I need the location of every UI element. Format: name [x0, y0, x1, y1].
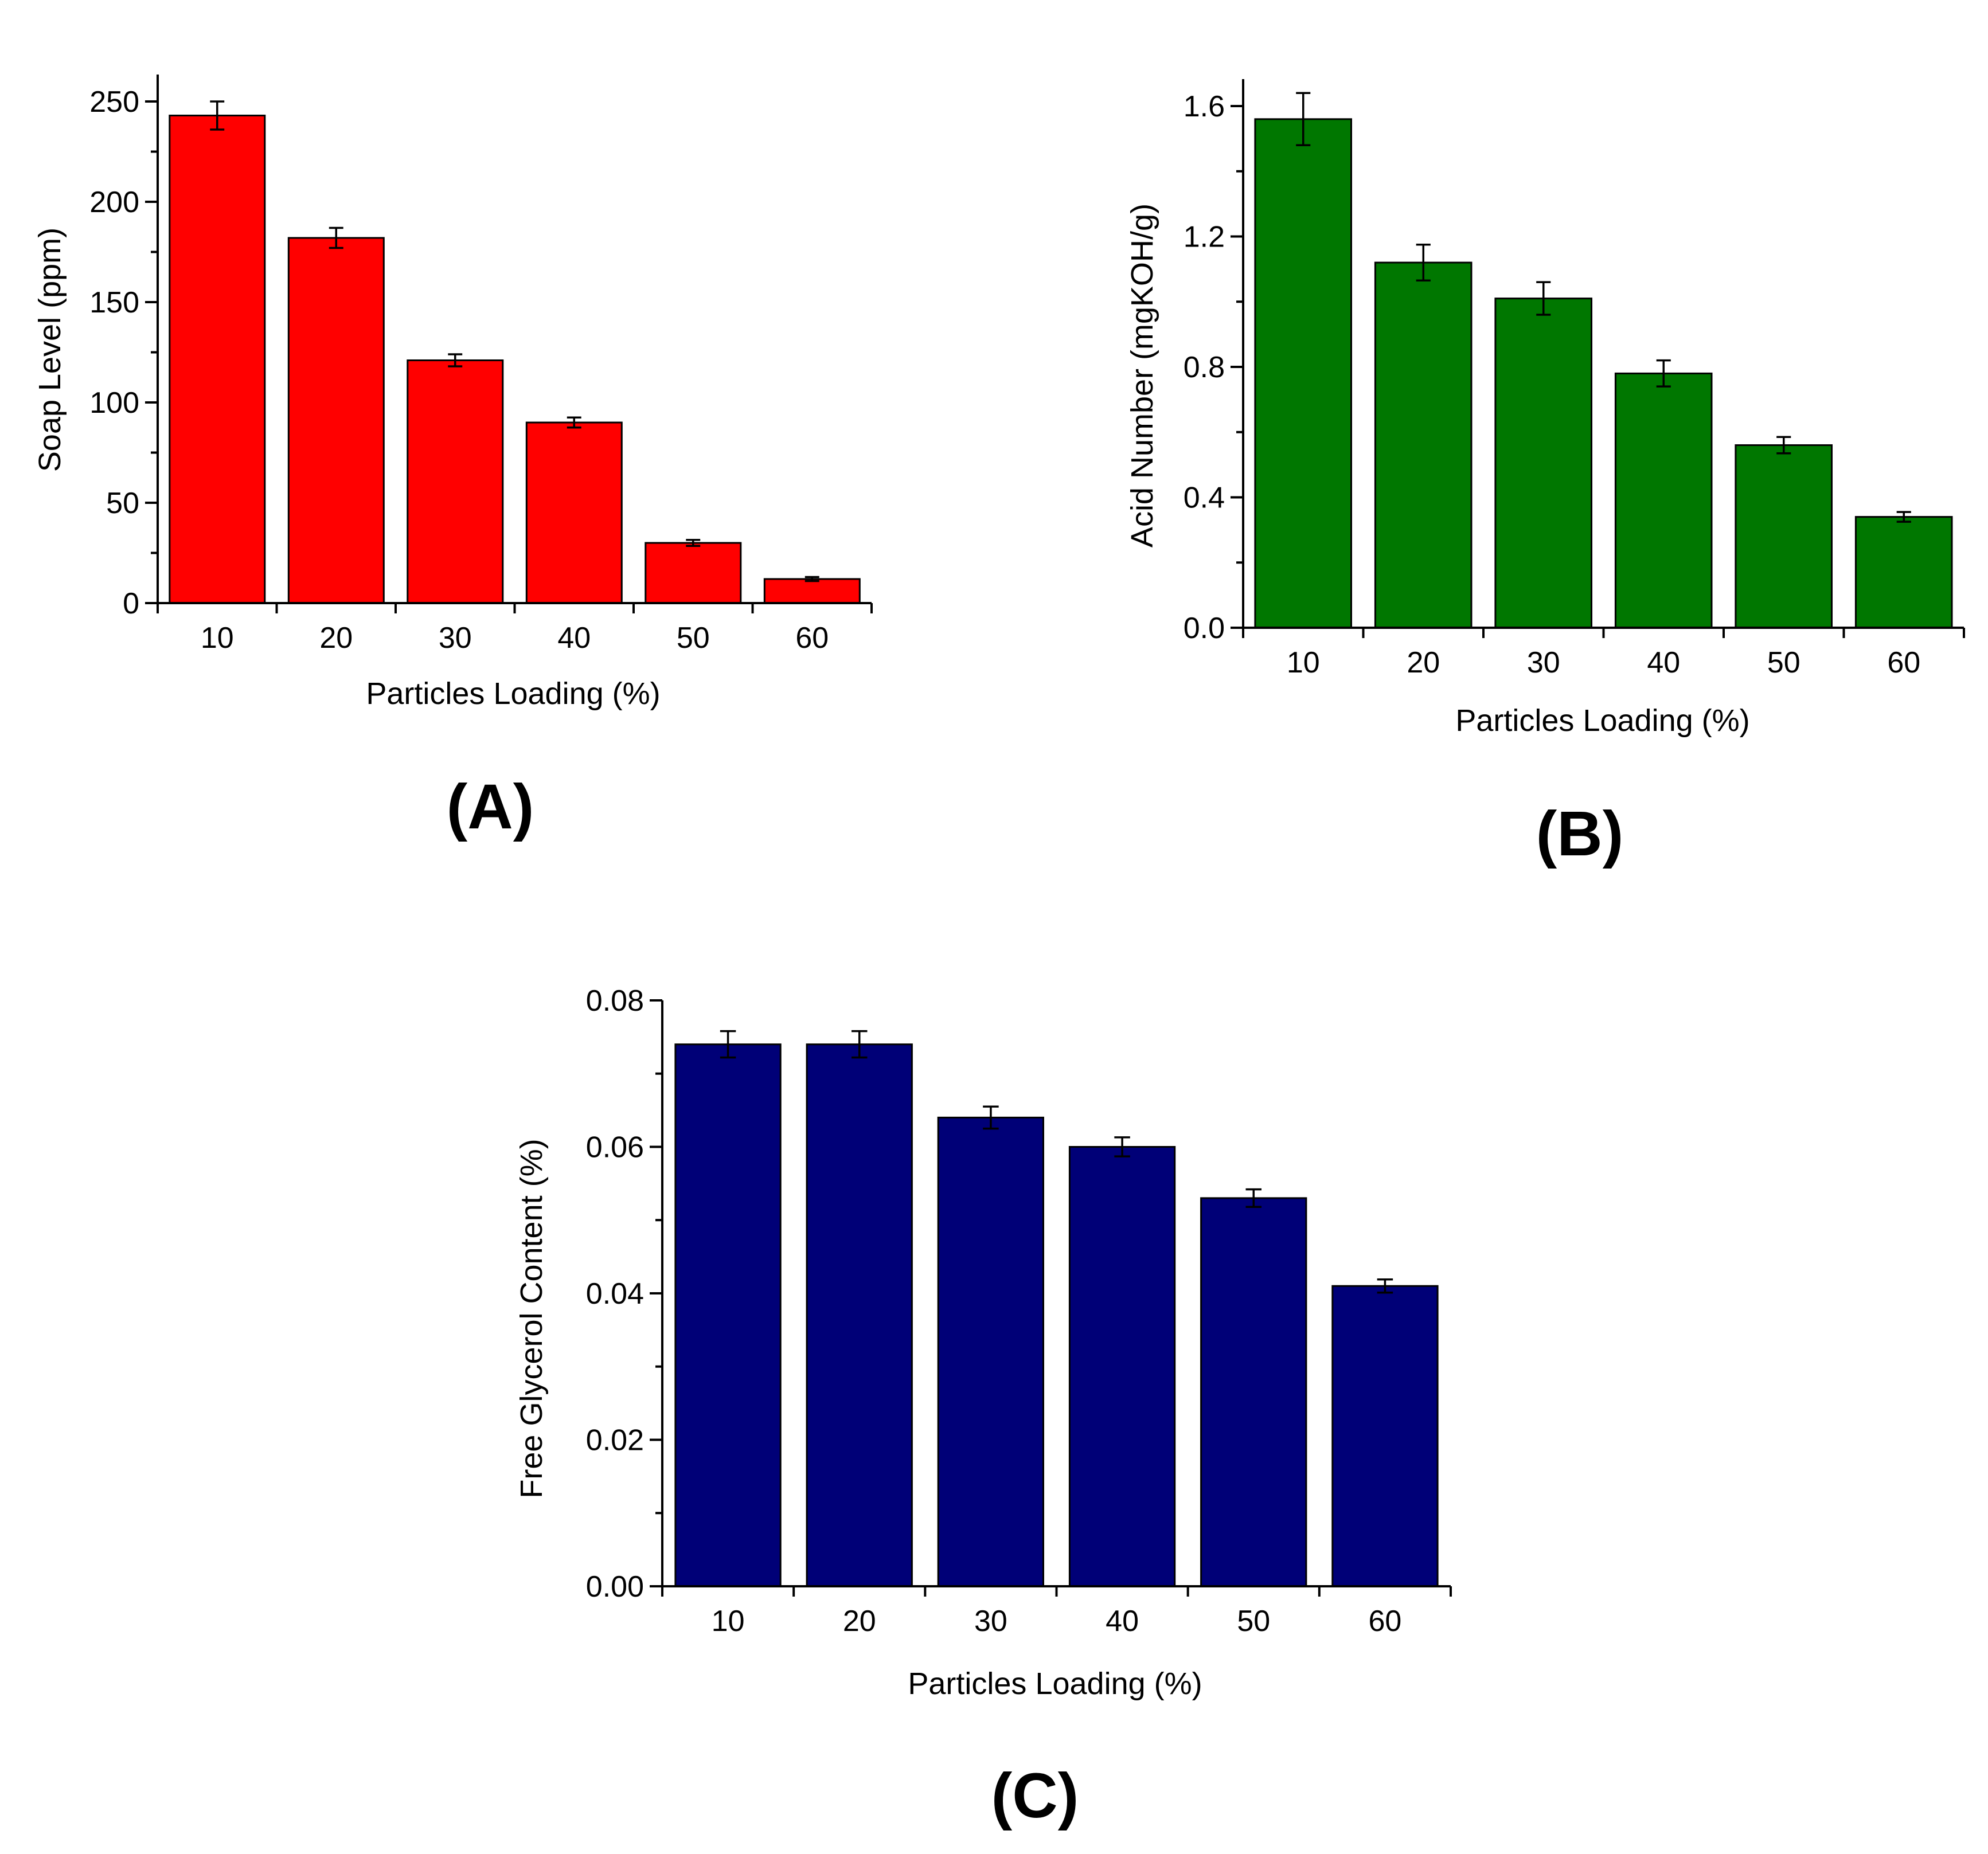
panel-a-label: (A): [447, 772, 534, 842]
panel-a-x-tick-label-10: 10: [201, 621, 234, 655]
panel-b-acid-number-chart: 0.0 0.4 0.8 1.2 1.6 10 20 30 40 50 60 Particles Lo…: [1125, 79, 1965, 869]
panel-a-y-tick-label: 250: [89, 85, 139, 119]
panel-b-x-tick-label-10: 10: [1287, 646, 1320, 679]
panel-b-error-bar-50: [1776, 436, 1791, 455]
panel-c-y-tick-label: 0.02: [586, 1424, 644, 1457]
panel-c-bar-40: [1068, 1146, 1176, 1587]
panel-a-x-tick-label-50: 50: [677, 621, 710, 655]
panel-b-y-tick-label: 0.8: [1184, 351, 1225, 384]
panel-c-y-tick-label: 0.00: [586, 1570, 644, 1603]
panel-c-error-bar-50: [1245, 1188, 1261, 1208]
panel-a-x-axis-label: Particles Loading (%): [366, 676, 660, 711]
panel-b-y-tick-label: 0.0: [1184, 612, 1225, 645]
panel-b-y-tick-label: 1.6: [1184, 90, 1225, 123]
panel-b-label: (B): [1536, 799, 1624, 869]
panel-a-error-bar-30: [448, 353, 463, 367]
panel-b-error-bar-10: [1296, 92, 1311, 146]
panel-c-marks: [674, 1030, 1439, 1587]
panel-b-x-tick-label-50: 50: [1767, 646, 1800, 679]
panel-b-x-tick-label-30: 30: [1527, 646, 1560, 679]
panel-b-y-axis-label: Acid Number (mgKOH/g): [1125, 204, 1159, 547]
panel-a-error-bar-60: [804, 576, 819, 582]
panel-a-bar-50: [645, 542, 742, 604]
panel-b-bar-50: [1735, 444, 1833, 629]
panel-b-x-axis-label: Particles Loading (%): [1455, 703, 1749, 738]
panel-b-y-tick-label: 1.2: [1184, 221, 1225, 254]
panel-c-x-tick-label-50: 50: [1237, 1605, 1270, 1638]
panel-c-error-bar-20: [852, 1030, 868, 1059]
panel-c-bar-30: [937, 1116, 1044, 1587]
panel-c-bar-20: [806, 1043, 913, 1587]
panel-b-x-tick-label-60: 60: [1887, 646, 1920, 679]
panel-a-y-tick-label: 0: [123, 587, 139, 620]
panel-c-x-axis-label: Particles Loading (%): [908, 1667, 1202, 1701]
panel-b-error-bar-20: [1416, 243, 1431, 282]
panel-b-bar-30: [1494, 298, 1592, 629]
panel-a-y-tick-label: 50: [106, 487, 139, 520]
panel-b-x-tick-label-40: 40: [1647, 646, 1680, 679]
panel-c-axes: 0.00 0.02 0.04 0.06 0.08 10 20 30 40 50 60: [586, 984, 1452, 1638]
panel-c-y-tick-label: 0.08: [586, 984, 644, 1018]
panel-a-bar-60: [763, 578, 861, 604]
panel-a-x-tick-label-40: 40: [557, 621, 591, 655]
panel-c-label: (C): [991, 1761, 1079, 1831]
panel-b-bar-20: [1374, 261, 1473, 629]
panel-c-x-tick-label-10: 10: [712, 1605, 745, 1638]
panel-c-error-bar-30: [983, 1105, 999, 1130]
panel-a-bar-10: [169, 115, 266, 604]
panel-b-error-bar-60: [1896, 511, 1911, 523]
panel-c-free-glycerol-chart: 0.00 0.02 0.04 0.06 0.08 10 20 30 40 50 60 Particl…: [514, 984, 1452, 1831]
panel-c-x-tick-label-20: 20: [843, 1605, 876, 1638]
panel-a-y-tick-label: 150: [89, 286, 139, 319]
panel-a-error-bar-10: [210, 100, 225, 131]
panel-b-error-bar-40: [1656, 359, 1671, 388]
panel-b-error-bar-30: [1536, 281, 1551, 316]
panel-b-bar-40: [1614, 372, 1713, 629]
panel-c-y-tick-label: 0.04: [586, 1277, 644, 1311]
panel-a-error-bar-20: [329, 226, 343, 249]
panel-a-x-tick-label-20: 20: [319, 621, 353, 655]
panel-c-bar-10: [674, 1043, 782, 1587]
panel-c-bar-60: [1331, 1285, 1439, 1587]
panel-c-x-tick-label-40: 40: [1106, 1605, 1139, 1638]
panel-c-x-tick-label-30: 30: [974, 1605, 1007, 1638]
panel-a-axes: 0 50 100 150 200 250 10 20 30 40 50 60: [89, 75, 873, 655]
panel-a-x-tick-label-60: 60: [795, 621, 829, 655]
panel-a-bar-20: [287, 237, 385, 604]
panel-a-bar-30: [407, 359, 504, 604]
panel-b-bar-60: [1854, 516, 1953, 629]
panel-c-y-axis-label: Free Glycerol Content (%): [514, 1139, 549, 1498]
panel-a-marks: [169, 100, 861, 604]
panel-a-error-bar-40: [567, 416, 581, 429]
panel-a-y-tick-label: 100: [89, 386, 139, 420]
panel-b-marks: [1254, 92, 1953, 629]
panel-c-error-bar-60: [1377, 1278, 1393, 1294]
panel-a-error-bar-50: [686, 539, 701, 547]
panel-a-x-tick-label-30: 30: [439, 621, 472, 655]
panel-c-error-bar-40: [1114, 1136, 1130, 1157]
panel-c-bar-50: [1200, 1197, 1307, 1587]
panel-a-bar-40: [525, 421, 623, 604]
panel-a-y-tick-label: 200: [89, 186, 139, 219]
panel-b-bar-10: [1254, 118, 1352, 629]
panel-b-x-tick-label-20: 20: [1407, 646, 1440, 679]
panel-a-y-axis-label: Soap Level (ppm): [33, 228, 67, 472]
panel-b-axes: 0.0 0.4 0.8 1.2 1.6 10 20 30 40 50 60: [1184, 79, 1965, 679]
panel-a-soap-level-chart: 0 50 100 150 200 250 10 20 30 40 50 60 Particles Lo…: [33, 75, 873, 842]
panel-c-x-tick-label-60: 60: [1368, 1605, 1401, 1638]
panel-c-error-bar-10: [720, 1030, 736, 1059]
panel-b-y-tick-label: 0.4: [1184, 482, 1225, 515]
panel-c-y-tick-label: 0.06: [586, 1131, 644, 1164]
